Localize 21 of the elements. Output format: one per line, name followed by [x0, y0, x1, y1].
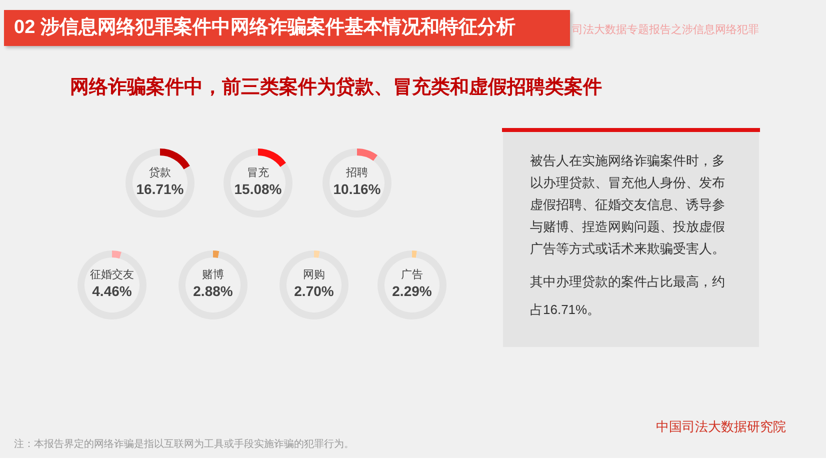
- slice-label: 赌博: [201, 268, 225, 282]
- text: 其中办理贷款的案件占比最高，约占16.71%。: [530, 273, 726, 319]
- data-label: 10.16%: [332, 180, 382, 198]
- data-label: 15.08%: [233, 180, 283, 198]
- slice-label: 招聘: [345, 166, 369, 180]
- text: 注：本报告界定的网络诈骗是指以互联网为工具或手段实施诈骗的犯罪行为。: [14, 438, 354, 451]
- slice-label: 广告: [400, 268, 424, 282]
- text: 网络诈骗案件中，前三类案件为贷款、冒充类和虚假招聘类案件: [70, 75, 602, 100]
- data-label: 2.29%: [391, 282, 433, 300]
- data-label: 16.71%: [135, 180, 185, 198]
- data-label: 4.46%: [91, 282, 133, 300]
- slice-label: 冒充: [246, 166, 270, 180]
- text: 中国司法大数据研究院: [656, 418, 786, 436]
- text: 被告人在实施网络诈骗案件时，多以办理贷款、冒充他人身份、发布虚假招聘、征婚交友信息、诱导参与赌博、捏造网购问题、投放虚假广告等方式或话术来欺骗受害人。: [530, 152, 726, 258]
- slice-label: 征婚交友: [89, 268, 135, 282]
- data-label: 2.88%: [192, 282, 234, 300]
- text: 司法大数据专题报告之涉信息网络犯罪: [572, 22, 759, 37]
- data-label: 2.70%: [293, 282, 335, 300]
- slice-label: 网购: [302, 268, 326, 282]
- slice-label: 贷款: [148, 166, 172, 180]
- text: 02 涉信息网络犯罪案件中网络诈骗案件基本情况和特征分析: [4, 10, 570, 46]
